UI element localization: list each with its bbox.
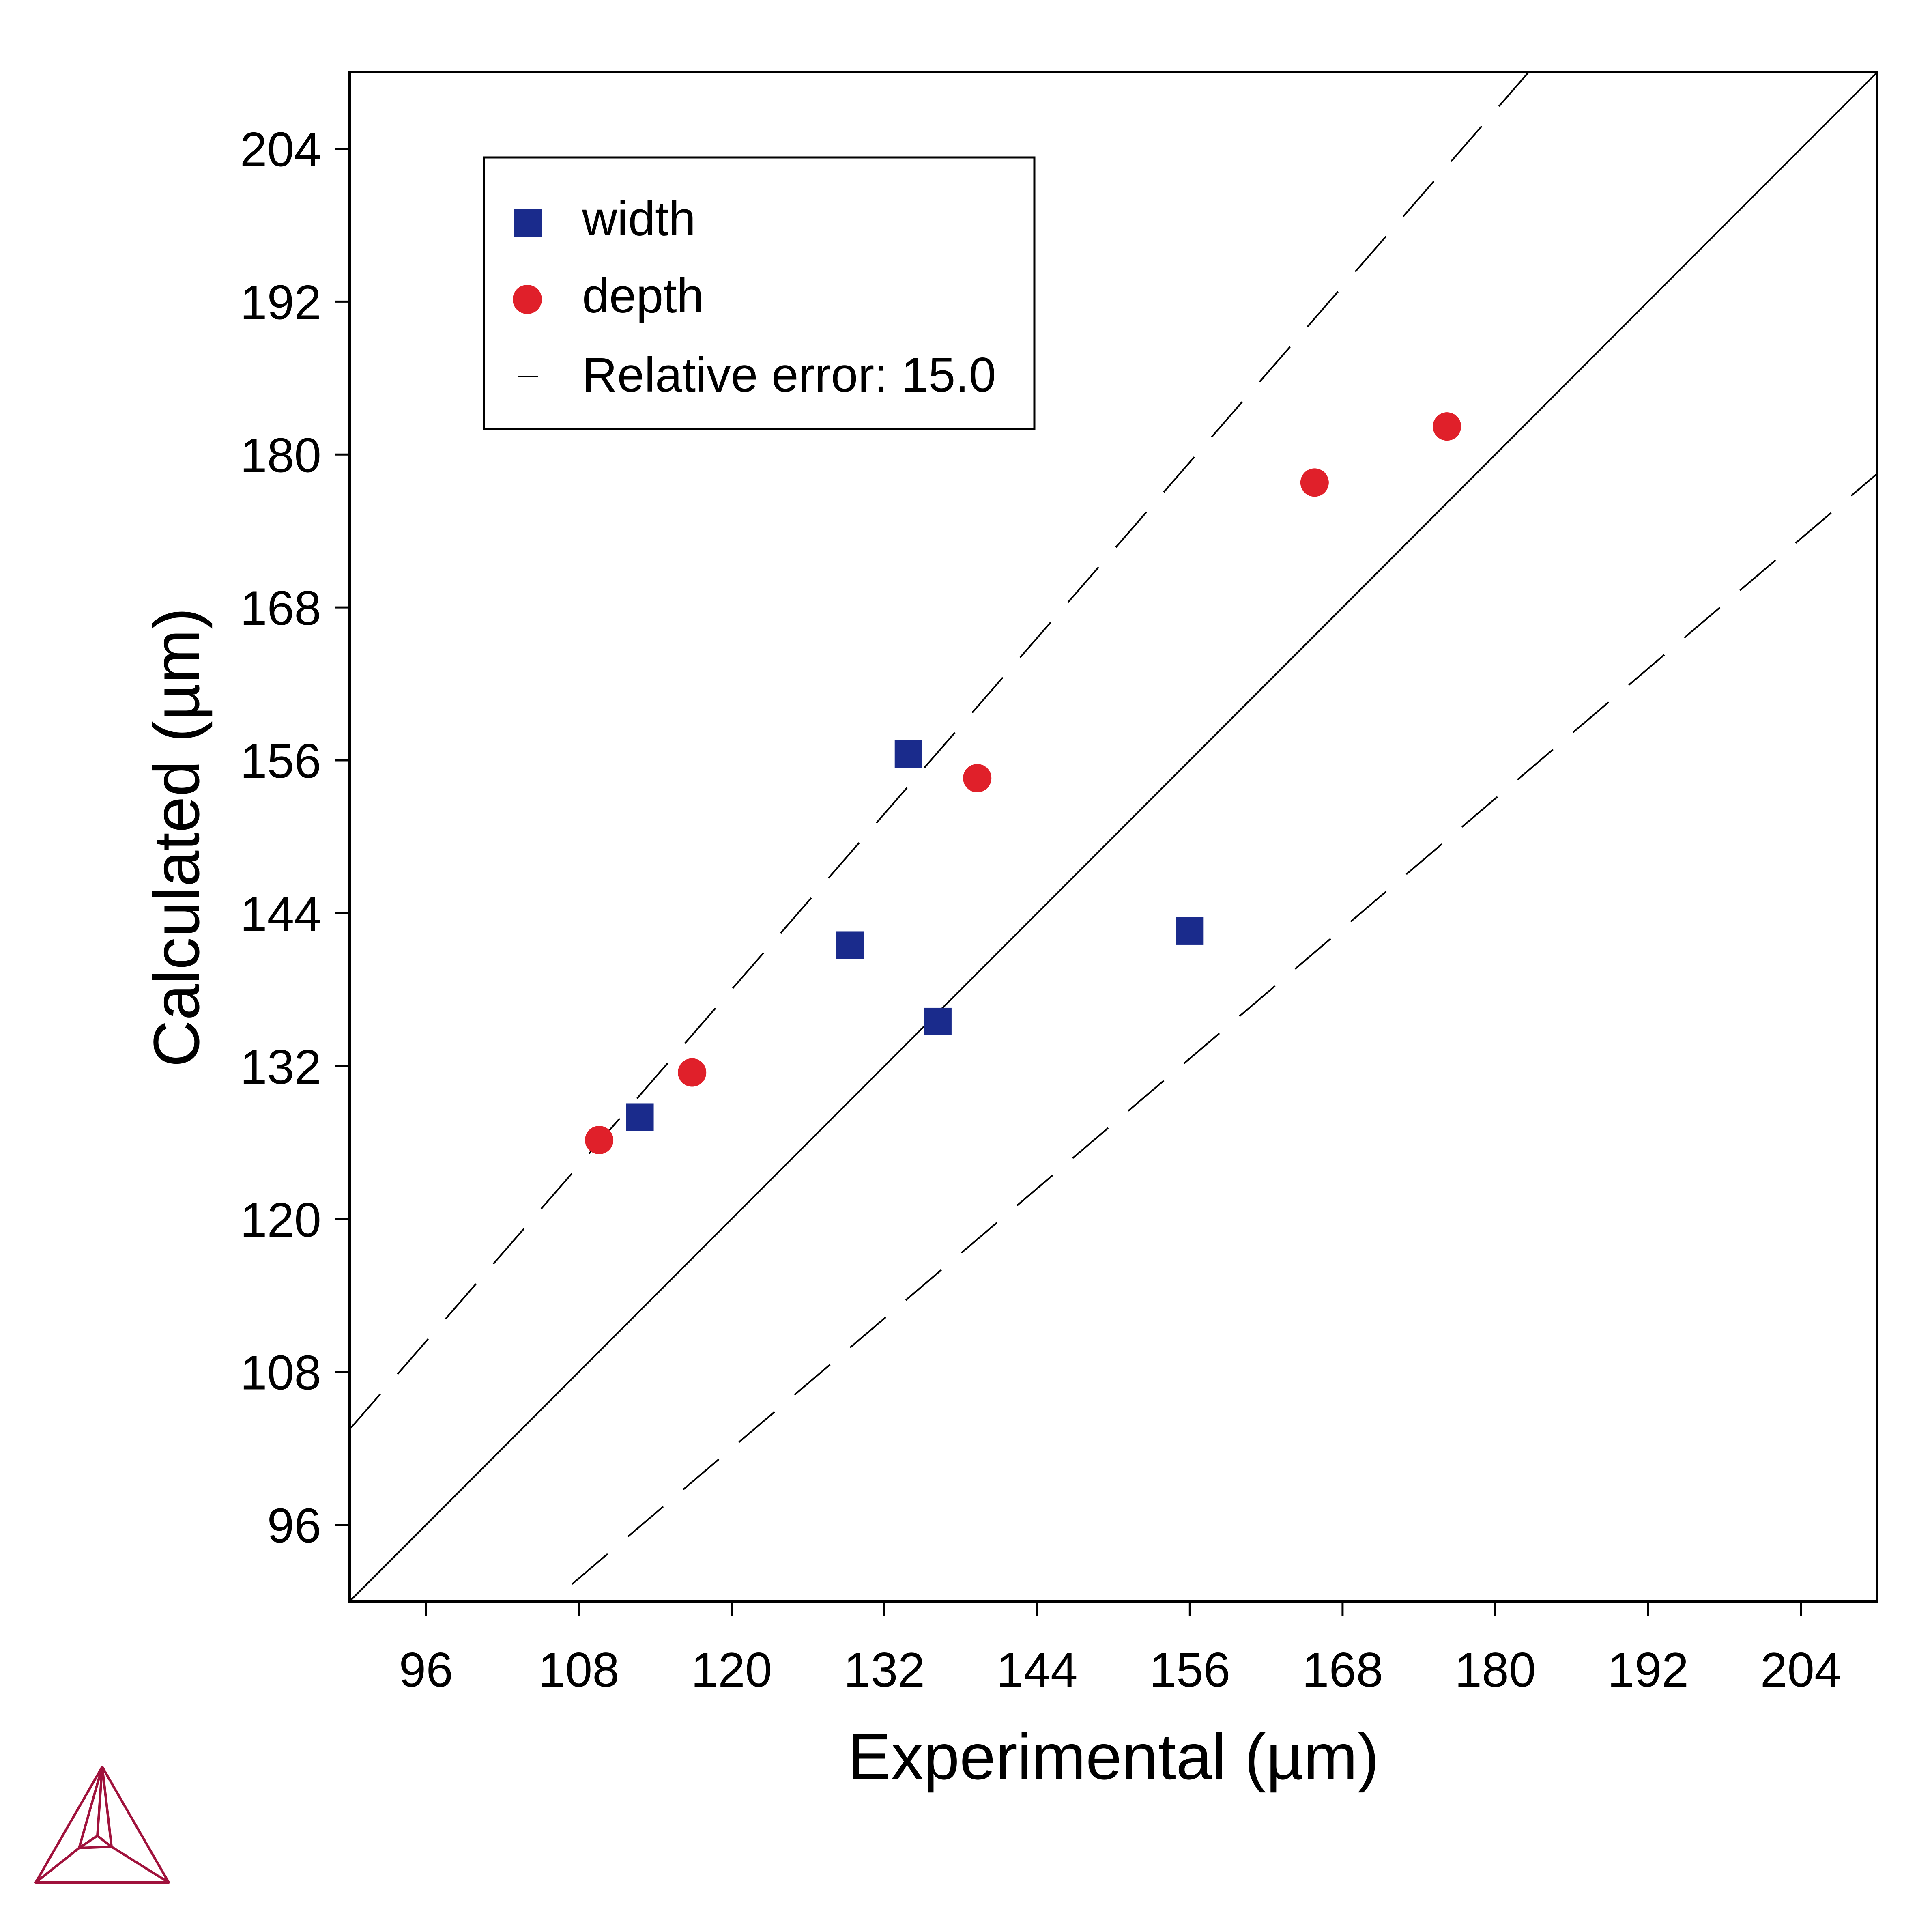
y-tick-label: 180 bbox=[240, 428, 321, 482]
legend-depth-circle-icon bbox=[513, 285, 542, 314]
point-depth bbox=[678, 1058, 707, 1087]
plot-area-frame bbox=[348, 71, 1878, 1603]
y-tick-label: 120 bbox=[240, 1193, 321, 1247]
point-width bbox=[836, 931, 864, 959]
y-tick-label: 108 bbox=[240, 1346, 321, 1400]
x-tick-label: 156 bbox=[1149, 1643, 1230, 1697]
x-tick-label: 204 bbox=[1760, 1643, 1842, 1697]
x-tick-label: 108 bbox=[538, 1643, 619, 1697]
legend-width-square-icon bbox=[514, 209, 542, 237]
y-tick-label: 192 bbox=[240, 275, 321, 329]
point-depth bbox=[1433, 412, 1461, 441]
legend-item-width: width bbox=[514, 191, 696, 246]
legend-item-depth: depth bbox=[513, 269, 704, 323]
point-width bbox=[1176, 917, 1204, 945]
x-axis-ticks: 96 108 120 132 144 156 168 180 192 204 bbox=[399, 1601, 1842, 1697]
legend-box bbox=[483, 156, 1036, 430]
data-points bbox=[585, 412, 1461, 1155]
y-tick-label: 144 bbox=[240, 887, 321, 941]
x-tick-label: 180 bbox=[1455, 1643, 1536, 1697]
point-depth bbox=[1300, 468, 1329, 497]
legend-depth-label: depth bbox=[582, 269, 704, 323]
x-tick-label: 132 bbox=[844, 1643, 925, 1697]
legend-relative-error-label: Relative error: 15.0 bbox=[582, 348, 996, 402]
y-tick-label: 168 bbox=[240, 581, 321, 635]
point-depth bbox=[585, 1126, 614, 1155]
point-width bbox=[894, 740, 922, 768]
legend: width depth Relative error: 15.0 bbox=[483, 156, 1036, 430]
relative-error-line bbox=[550, 473, 1877, 1601]
legend-width-label: width bbox=[582, 191, 696, 246]
point-width bbox=[924, 1007, 952, 1035]
x-tick-label: 120 bbox=[691, 1643, 772, 1697]
y-tick-label: 204 bbox=[240, 122, 321, 176]
x-tick-label: 96 bbox=[399, 1643, 453, 1697]
y-axis-label: Calculated (µm) bbox=[140, 608, 213, 1067]
y-axis-ticks: 96 108 120 132 144 156 168 180 192 204 bbox=[240, 122, 350, 1553]
x-tick-label: 192 bbox=[1607, 1643, 1689, 1697]
legend-item-relative-error: Relative error: 15.0 bbox=[518, 348, 996, 402]
x-tick-label: 168 bbox=[1302, 1643, 1383, 1697]
y-tick-label: 156 bbox=[240, 734, 321, 788]
point-width bbox=[626, 1103, 654, 1131]
triangle-logo-icon bbox=[34, 1766, 170, 1884]
x-axis-label: Experimental (µm) bbox=[848, 1720, 1379, 1793]
point-depth bbox=[963, 764, 992, 793]
y-tick-label: 96 bbox=[267, 1499, 321, 1553]
y-tick-label: 132 bbox=[240, 1040, 321, 1094]
identity-line bbox=[350, 72, 1877, 1601]
x-tick-label: 144 bbox=[997, 1643, 1078, 1697]
